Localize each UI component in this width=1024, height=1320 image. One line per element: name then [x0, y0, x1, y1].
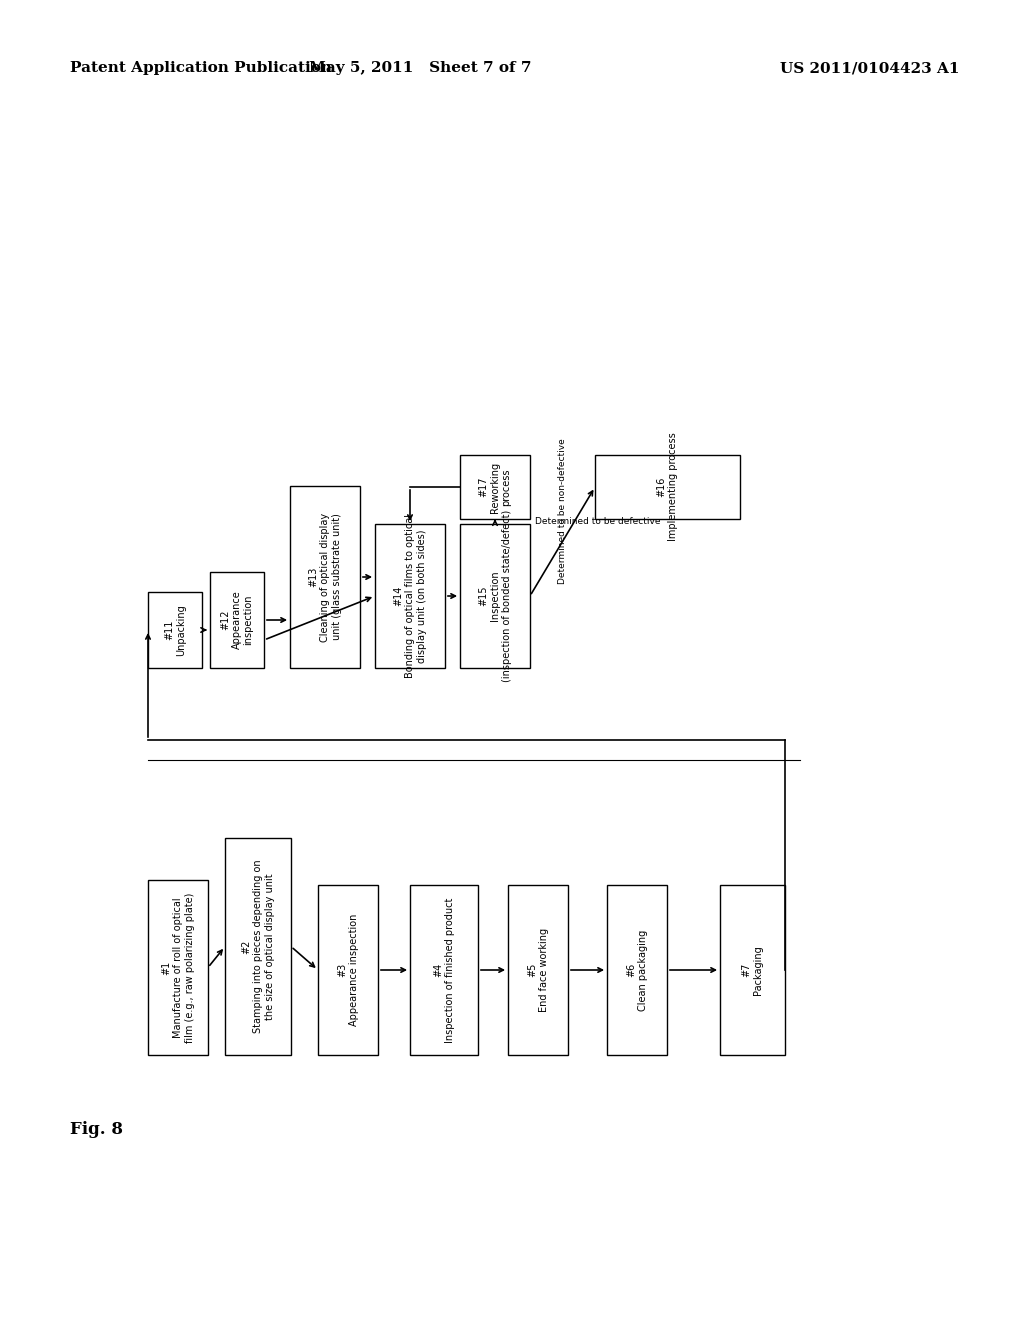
Bar — [225, 838, 291, 1055]
Text: #12
Appearance
inspection: #12 Appearance inspection — [220, 590, 254, 649]
Bar — [210, 572, 264, 668]
Bar — [460, 455, 530, 519]
Text: Determined to be defective: Determined to be defective — [535, 517, 660, 525]
Text: #15
Inspection
(inspection of bonded state/defect): #15 Inspection (inspection of bonded sta… — [478, 510, 512, 682]
Text: #6
Clean packaging: #6 Clean packaging — [627, 929, 648, 1011]
Bar — [290, 486, 360, 668]
Bar — [508, 884, 568, 1055]
Bar — [720, 884, 785, 1055]
Text: #1
Manufacture of roll of optical
film (e.g., raw polarizing plate): #1 Manufacture of roll of optical film (… — [162, 892, 195, 1043]
Text: Determined to be non-defective: Determined to be non-defective — [558, 438, 567, 585]
Text: #4
Inspection of finished product: #4 Inspection of finished product — [433, 898, 455, 1043]
Text: #3
Appearance inspection: #3 Appearance inspection — [337, 913, 358, 1026]
Text: #16
Implementing process: #16 Implementing process — [656, 433, 678, 541]
Bar — [318, 884, 378, 1055]
Text: May 5, 2011   Sheet 7 of 7: May 5, 2011 Sheet 7 of 7 — [309, 61, 531, 75]
Bar — [410, 884, 478, 1055]
Text: #2
Stamping into pieces depending on
the size of optical display unit: #2 Stamping into pieces depending on the… — [242, 859, 274, 1034]
Text: #7
Packaging: #7 Packaging — [741, 945, 763, 995]
Text: US 2011/0104423 A1: US 2011/0104423 A1 — [780, 61, 959, 75]
Bar — [375, 524, 445, 668]
Text: #13
Cleaning of optical display
unit (glass substrate unit): #13 Cleaning of optical display unit (gl… — [308, 512, 342, 642]
Text: Patent Application Publication: Patent Application Publication — [70, 61, 332, 75]
Text: #17
Reworking
process: #17 Reworking process — [478, 462, 512, 512]
Bar — [607, 884, 667, 1055]
Text: #11
Unpacking: #11 Unpacking — [164, 605, 185, 656]
Bar — [148, 591, 202, 668]
Bar — [595, 455, 740, 519]
Bar — [148, 880, 208, 1055]
Text: #14
Bonding of optical films to optical
display unit (on both sides): #14 Bonding of optical films to optical … — [393, 513, 427, 678]
Bar — [460, 524, 530, 668]
Text: Fig. 8: Fig. 8 — [70, 1122, 123, 1138]
Text: #5
End face working: #5 End face working — [527, 928, 549, 1012]
